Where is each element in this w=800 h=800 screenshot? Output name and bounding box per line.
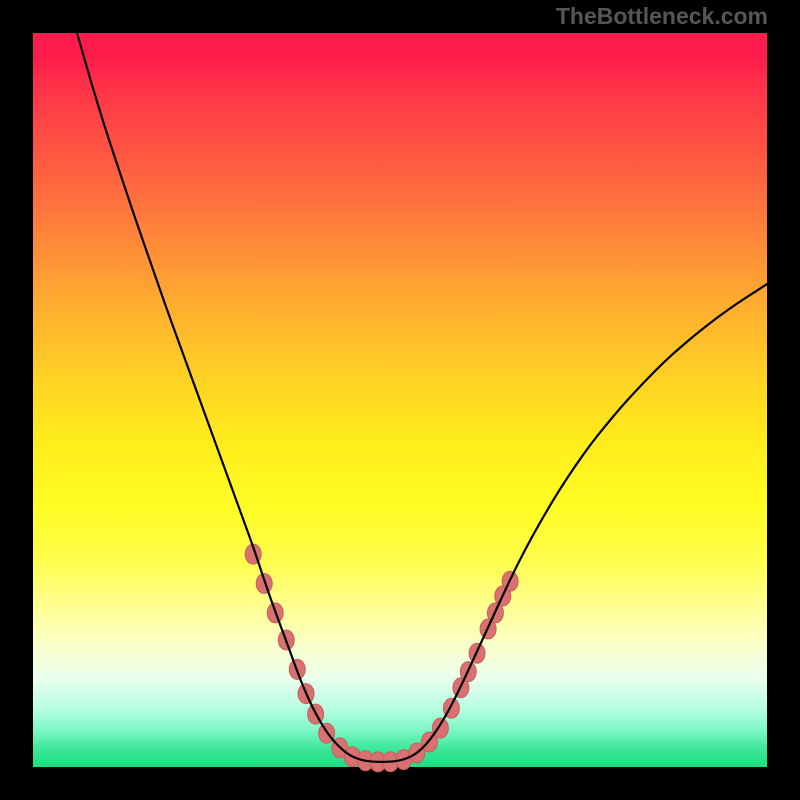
curve-marker	[432, 718, 448, 738]
chart-svg	[0, 0, 800, 800]
watermark-label: TheBottleneck.com	[556, 3, 768, 30]
bottleneck-curve	[77, 33, 767, 762]
markers-layer	[245, 544, 518, 772]
chart-stage: TheBottleneck.com	[0, 0, 800, 800]
